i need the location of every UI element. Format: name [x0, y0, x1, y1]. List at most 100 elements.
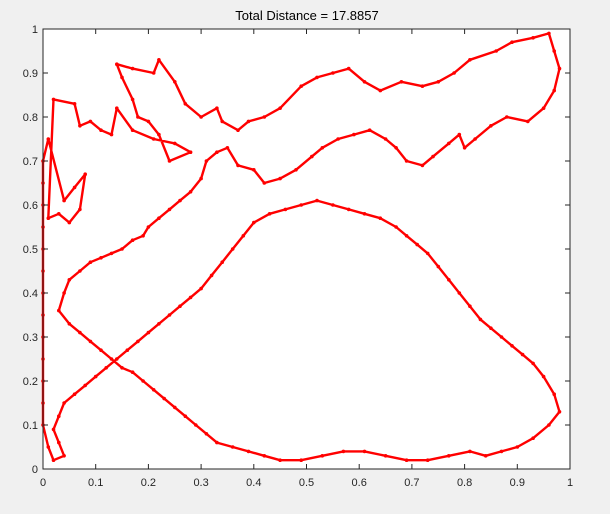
- city-point: [183, 102, 188, 106]
- city-point: [130, 66, 135, 71]
- city-point: [246, 449, 251, 454]
- city-point: [78, 124, 82, 128]
- city-point: [157, 58, 161, 62]
- city-point: [425, 458, 430, 463]
- city-point: [167, 313, 172, 317]
- city-point: [510, 344, 514, 348]
- city-point: [72, 102, 77, 106]
- city-point: [204, 432, 209, 436]
- city-point: [499, 335, 504, 339]
- city-point: [383, 137, 388, 141]
- city-point: [531, 36, 535, 40]
- city-point: [215, 106, 219, 110]
- city-point: [420, 163, 425, 168]
- x-tick-label: 0: [40, 477, 46, 489]
- city-point: [51, 427, 56, 432]
- city-point: [125, 348, 130, 353]
- city-point: [167, 159, 172, 163]
- city-point: [78, 330, 82, 335]
- city-point: [494, 49, 499, 53]
- city-point: [51, 97, 56, 102]
- city-point: [278, 106, 282, 110]
- city-point: [178, 304, 182, 309]
- city-point: [315, 75, 319, 80]
- city-point: [225, 146, 230, 150]
- city-point: [299, 203, 304, 207]
- city-point: [515, 445, 520, 449]
- city-point: [141, 234, 145, 238]
- city-point: [489, 124, 493, 128]
- city-point: [236, 163, 240, 168]
- city-point: [468, 58, 472, 62]
- city-point: [88, 260, 93, 265]
- city-point: [362, 449, 367, 454]
- city-point: [188, 295, 193, 300]
- city-point: [162, 396, 166, 401]
- y-tick-label: 1: [32, 24, 38, 36]
- city-point: [431, 154, 435, 159]
- city-point: [478, 317, 483, 322]
- x-tick-label: 0.1: [88, 477, 103, 489]
- city-point: [46, 445, 51, 449]
- city-point: [547, 423, 551, 427]
- city-point: [315, 198, 319, 203]
- x-tick-label: 0.4: [246, 477, 261, 489]
- city-point: [115, 62, 119, 66]
- city-point: [146, 330, 151, 335]
- y-tick-label: 0.9: [23, 68, 38, 80]
- city-point: [88, 119, 93, 124]
- city-point: [552, 49, 556, 53]
- city-point: [404, 458, 409, 463]
- city-point: [109, 357, 114, 361]
- city-point: [146, 119, 151, 124]
- city-point: [220, 260, 224, 265]
- city-point: [473, 137, 477, 141]
- city-point: [62, 291, 66, 295]
- city-point: [67, 220, 72, 225]
- city-point: [67, 322, 72, 326]
- city-point: [104, 366, 108, 370]
- city-point: [267, 212, 272, 216]
- x-tick-label: 0.5: [299, 477, 314, 489]
- axes-layer: 0 0.1 0.2 0.3 0.4 0.5 0.6 0.7 0.8 0.9 1 0 0.1 0.2 0.3 0…: [23, 24, 573, 489]
- city-point: [173, 80, 177, 84]
- city-point: [404, 159, 409, 163]
- city-point: [141, 379, 145, 383]
- city-point: [194, 423, 198, 427]
- city-point: [151, 71, 156, 75]
- city-point: [336, 137, 340, 141]
- y-tick-label: 0.7: [23, 156, 38, 168]
- city-point: [109, 251, 114, 256]
- city-point: [526, 119, 530, 124]
- city-point: [83, 383, 87, 388]
- x-tick-label: 0.7: [404, 477, 419, 489]
- city-point: [199, 115, 203, 119]
- city-point: [130, 238, 135, 242]
- city-point: [120, 247, 124, 251]
- city-point: [188, 150, 193, 154]
- city-point: [115, 357, 119, 361]
- city-point: [188, 190, 193, 194]
- city-point: [483, 454, 488, 458]
- city-point: [278, 458, 282, 463]
- y-tick-label: 0.1: [23, 420, 38, 432]
- city-point: [57, 308, 61, 313]
- city-point: [46, 216, 51, 220]
- city-point: [447, 454, 451, 458]
- city-point: [394, 225, 398, 229]
- city-point: [215, 150, 219, 154]
- city-point: [378, 88, 383, 93]
- city-point: [283, 207, 288, 212]
- city-point: [552, 88, 556, 93]
- city-point: [136, 115, 140, 119]
- y-tick-label: 0.3: [23, 332, 38, 344]
- city-point: [394, 146, 398, 150]
- city-point: [57, 414, 61, 419]
- city-point: [383, 454, 388, 458]
- city-point: [399, 80, 404, 84]
- city-point: [252, 220, 256, 225]
- city-point: [462, 146, 467, 150]
- city-point: [520, 352, 525, 357]
- city-point: [178, 198, 182, 203]
- city-point: [99, 128, 103, 132]
